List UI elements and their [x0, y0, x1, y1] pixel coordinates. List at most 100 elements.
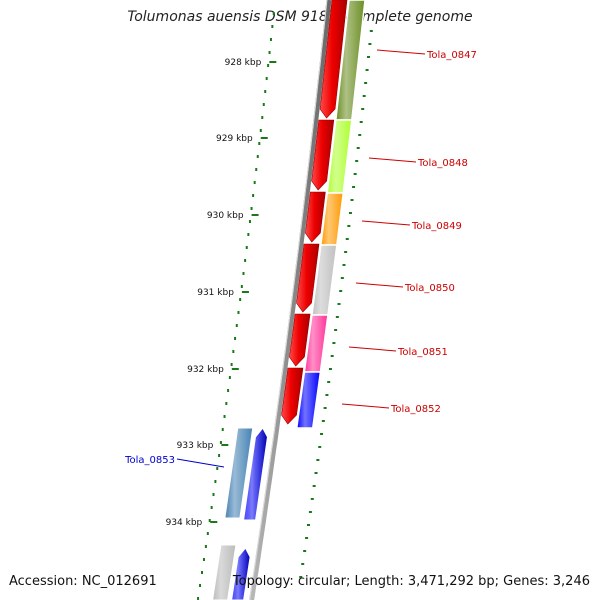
inner-ring-dot [271, 25, 274, 28]
outer-ring-dot [320, 433, 324, 435]
tick-mark-4 [231, 368, 239, 370]
gene-arrow-Tola_0852 [281, 367, 304, 425]
outer-ring-dot [337, 303, 341, 305]
outer-ring-dot [312, 485, 316, 487]
outer-ring-dot [316, 459, 320, 461]
tick-mark-6 [210, 521, 218, 523]
inner-ring-dot [232, 350, 235, 353]
inner-ring-dot [261, 116, 264, 119]
outer-ring-dot [305, 537, 309, 539]
tick-label-4: 932 kbp [187, 365, 224, 375]
outer-ring-dot [356, 147, 360, 149]
inner-ring-dot [206, 532, 209, 535]
inner-ring-dot [223, 415, 226, 418]
inner-ring-dot [219, 441, 222, 444]
feature-shine [335, 0, 365, 120]
outer-ring-dot [355, 160, 359, 162]
tick-label-2: 930 kbp [207, 211, 244, 221]
outer-ring-dot [353, 173, 357, 175]
outer-ring-dot [321, 420, 325, 422]
gene-label-Tola_0848: Tola_0848 [417, 158, 468, 169]
tick-mark-0 [269, 61, 277, 63]
gene-arrow-Tola_0847 [319, 0, 348, 119]
tick-label-6: 934 kbp [166, 518, 203, 528]
inner-ring-dot [244, 259, 247, 262]
inner-ring-dot [201, 571, 204, 574]
inner-ring-dot [202, 558, 205, 561]
tick-label-5: 933 kbp [177, 441, 214, 451]
outer-ring-dot [352, 186, 356, 188]
outer-ring-dot [368, 43, 372, 45]
inner-ring-dot [247, 233, 250, 236]
inner-ring-dot [204, 545, 207, 548]
leader-line-Tola_0850 [355, 282, 404, 288]
tick-label-0: 928 kbp [225, 58, 262, 68]
gene-arrow-Tola_0848 [311, 119, 335, 191]
inner-ring-dot [265, 77, 268, 80]
inner-ring-dot [253, 181, 256, 184]
outer-ring-dot [299, 576, 303, 578]
inner-ring-dot [239, 298, 242, 301]
outer-ring-dot [344, 251, 348, 253]
outer-ring-dot [310, 498, 314, 500]
inner-ring-dot [214, 480, 217, 483]
inner-ring-dot [216, 467, 219, 470]
feature-shine [327, 120, 352, 193]
gene-label-Tola_0847: Tola_0847 [426, 50, 477, 61]
inner-ring-dot [218, 454, 221, 457]
leader-line-Tola_0851 [348, 346, 397, 352]
inner-ring-dot [228, 376, 231, 379]
outer-ring-dot [303, 550, 307, 552]
inner-ring-dot [235, 324, 238, 327]
outer-ring-dot [334, 329, 338, 331]
outer-ring-dot [358, 134, 362, 136]
outer-ring-dot [330, 355, 334, 357]
outer-ring-dot [350, 199, 354, 201]
inner-ring-dot [255, 168, 258, 171]
inner-ring-dot [242, 272, 245, 275]
outer-ring-dot [359, 121, 363, 123]
outer-ring-dot [348, 212, 352, 214]
inner-ring-dot [199, 584, 202, 587]
outer-ring-dot [345, 238, 349, 240]
outer-ring-dot [342, 264, 346, 266]
gene-arrow-blue-2-shine [231, 548, 251, 600]
feature-shine [320, 193, 344, 245]
inner-ring-dot [248, 220, 251, 223]
outer-ring-dot [339, 290, 343, 292]
tick-label-3: 931 kbp [197, 288, 234, 298]
gene-label-Tola_0852: Tola_0852 [390, 404, 441, 415]
inner-ring-dot [272, 12, 275, 15]
gene-label-Tola_0849: Tola_0849 [411, 221, 462, 232]
outer-ring-dot [347, 225, 351, 227]
genome-backbone-highlight [249, 0, 328, 600]
inner-ring-dot [230, 363, 233, 366]
inner-ring-dot [225, 402, 228, 405]
inner-ring-dot [268, 51, 271, 54]
inner-ring-dot [208, 519, 211, 522]
leader-line-Tola_0852 [341, 403, 390, 409]
inner-ring-dot [221, 428, 224, 431]
outer-ring-dot [325, 394, 329, 396]
inner-ring-dot [197, 597, 200, 600]
inner-ring-dot [227, 389, 230, 392]
outer-ring-dot [308, 511, 312, 513]
leader-line-Tola_0853 [176, 458, 225, 468]
inner-ring-dot [258, 142, 261, 145]
tick-mark-2 [251, 214, 259, 216]
leader-line-Tola_0847 [376, 49, 426, 55]
outer-ring-dot [340, 277, 344, 279]
genome-backbone [249, 0, 332, 600]
gene-arrow-blue-1-shine [243, 428, 268, 520]
outer-ring-dot [301, 563, 305, 565]
inner-ring-dot [245, 246, 248, 249]
inner-ring-dot [240, 285, 243, 288]
outer-ring-dot [318, 446, 322, 448]
gene-block-grey-shine [212, 545, 236, 600]
outer-ring-dot [369, 30, 373, 32]
outer-ring-dot [361, 108, 365, 110]
feature-shine [311, 245, 337, 315]
outer-ring-dot [323, 407, 327, 409]
gene-arrow-Tola_0851 [289, 313, 311, 367]
